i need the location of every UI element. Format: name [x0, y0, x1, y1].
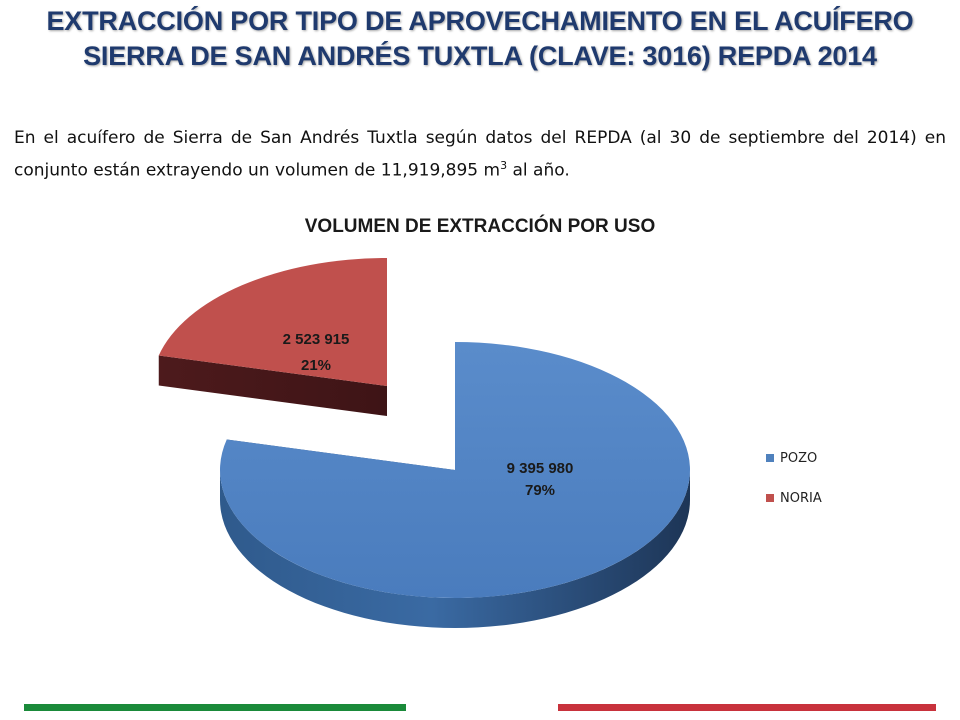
decorative-green-bar [24, 704, 406, 711]
legend-item-pozo: POZO [766, 448, 822, 468]
chart-legend: POZO NORIA [766, 448, 822, 528]
decorative-red-bar [558, 704, 936, 711]
intro-tail: al año. [507, 160, 570, 181]
noria-slice [158, 258, 387, 386]
noria-percent-label: 21% [301, 357, 331, 374]
legend-label-noria: NORIA [780, 490, 822, 506]
pozo-value-label: 9 395 980 [507, 460, 574, 477]
intro-text: En el acuífero de Sierra de San Andrés T… [14, 128, 946, 181]
noria-slice-wall-front [158, 355, 387, 416]
pozo-slice [219, 342, 691, 598]
legend-swatch-noria [766, 494, 774, 502]
intro-paragraph: En el acuífero de Sierra de San Andrés T… [14, 124, 946, 185]
chart-title: VOLUMEN DE EXTRACCIÓN POR USO [304, 216, 656, 237]
legend-swatch-pozo [766, 454, 774, 462]
intro-superscript: 3 [500, 159, 508, 172]
page-title-line-1: EXTRACCIÓN POR TIPO DE APROVECHAMIENTO E… [46, 6, 914, 36]
noria-value-label: 2 523 915 [283, 331, 350, 348]
pozo-slice-side [220, 470, 690, 628]
page-title-line-2: SIERRA DE SAN ANDRÉS TUXTLA (CLAVE: 3016… [83, 41, 877, 71]
legend-item-noria: NORIA [766, 488, 822, 508]
page-title: EXTRACCIÓN POR TIPO DE APROVECHAMIENTO E… [0, 4, 960, 74]
legend-label-pozo: POZO [780, 450, 818, 466]
pozo-percent-label: 79% [525, 482, 555, 499]
